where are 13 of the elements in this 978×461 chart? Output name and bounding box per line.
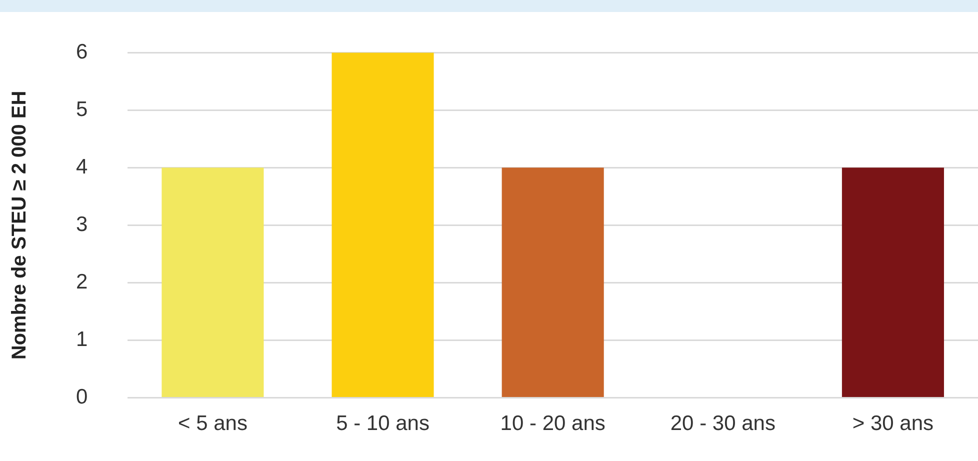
y-tick-label: 1 <box>76 328 88 352</box>
y-tick-label: 2 <box>76 270 88 294</box>
y-tick-label: 5 <box>76 98 88 121</box>
y-tick-label: 6 <box>76 40 88 64</box>
y-tick-label: 0 <box>76 386 88 409</box>
x-tick-label: < 5 ans <box>178 412 248 436</box>
y-tick-label: 4 <box>76 155 88 178</box>
x-tick-label: 10 - 20 ans <box>500 412 606 436</box>
x-tick-label: 5 - 10 ans <box>336 412 430 436</box>
y-axis-title: Nombre de STEU ≥ 2 000 EH <box>8 90 31 360</box>
x-tick-label: 20 - 30 ans <box>670 412 776 436</box>
x-tick-label: > 30 ans <box>852 412 934 436</box>
y-tick-label: 3 <box>76 212 88 236</box>
